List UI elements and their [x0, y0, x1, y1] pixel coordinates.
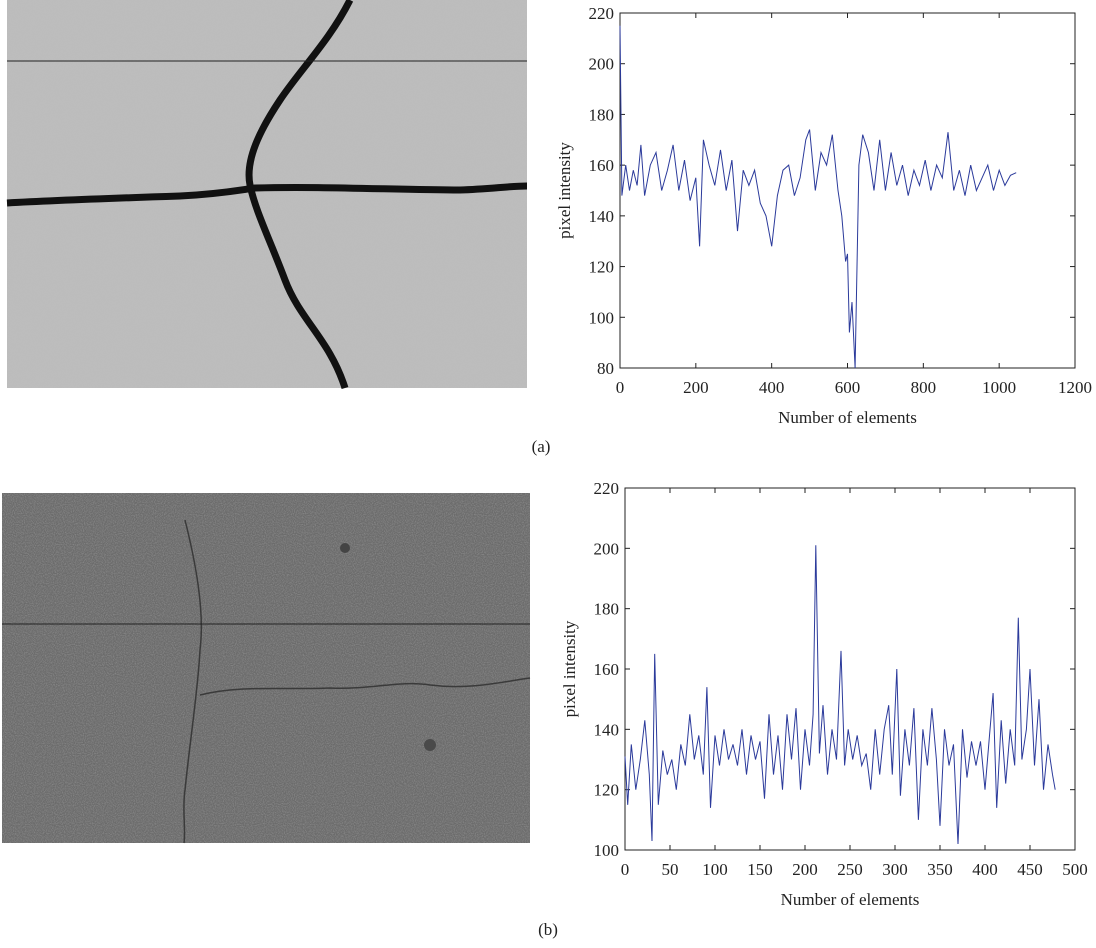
- x-tick-label: 50: [662, 860, 679, 879]
- y-tick-label: 160: [594, 660, 620, 679]
- y-tick-label: 160: [589, 156, 615, 175]
- plot-frame: [624, 487, 1076, 851]
- y-tick-label: 180: [594, 600, 620, 619]
- y-axis-label: pixel intensity: [555, 142, 574, 239]
- y-tick-label: 140: [594, 720, 620, 739]
- photo-b: [2, 493, 531, 844]
- x-tick-label: 0: [616, 378, 625, 397]
- x-tick-label: 200: [683, 378, 709, 397]
- x-tick-label: 0: [621, 860, 630, 879]
- x-tick-label: 400: [759, 378, 785, 397]
- y-tick-label: 180: [589, 105, 615, 124]
- y-tick-label: 100: [589, 308, 615, 327]
- subfigure-caption: (a): [532, 437, 551, 456]
- y-tick-label: 140: [589, 207, 615, 226]
- y-tick-label: 100: [594, 841, 620, 860]
- x-tick-label: 800: [911, 378, 937, 397]
- charts: 0 200 400 600 800 1000 12008010012014016018020…: [532, 4, 1092, 939]
- x-tick-label: 300: [882, 860, 908, 879]
- x-tick-label: 250: [837, 860, 863, 879]
- x-tick-label: 500: [1062, 860, 1088, 879]
- x-tick-label: 350: [927, 860, 953, 879]
- x-tick-label: 100: [702, 860, 728, 879]
- y-tick-label: 120: [594, 781, 620, 800]
- x-tick-label: 1200: [1058, 378, 1092, 397]
- x-tick-label: 400: [972, 860, 998, 879]
- y-tick-label: 200: [589, 55, 615, 74]
- y-tick-label: 220: [594, 479, 620, 498]
- x-tick-label: 200: [792, 860, 818, 879]
- x-tick-label: 1000: [982, 378, 1016, 397]
- photo-a: [6, 0, 528, 390]
- y-tick-label: 80: [597, 359, 614, 378]
- x-axis-label: Number of elements: [778, 408, 917, 427]
- data-line: [619, 25, 1017, 369]
- subfigure-caption: (b): [538, 920, 558, 939]
- y-tick-label: 200: [594, 539, 620, 558]
- x-tick-label: 450: [1017, 860, 1043, 879]
- data-line: [624, 545, 1056, 845]
- y-tick-label: 220: [589, 4, 615, 23]
- y-axis-label: pixel intensity: [560, 620, 579, 717]
- x-tick-label: 600: [835, 378, 861, 397]
- x-axis-label: Number of elements: [781, 890, 920, 909]
- y-tick-label: 120: [589, 258, 615, 277]
- x-tick-label: 150: [747, 860, 773, 879]
